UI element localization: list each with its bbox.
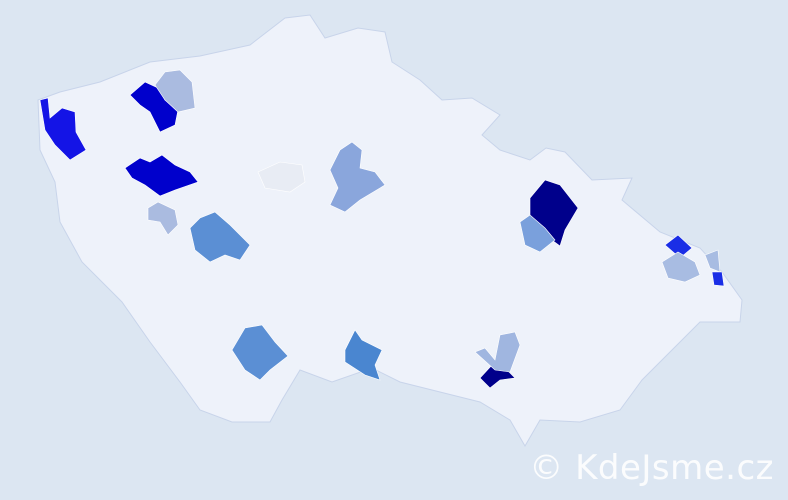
highlighted-districts — [39, 69, 725, 389]
country-outline — [37, 14, 743, 448]
district-r8 — [189, 211, 251, 263]
district-r9 — [231, 324, 289, 381]
district-r12 — [519, 214, 556, 253]
district-r5 — [257, 161, 306, 193]
district-r14 — [474, 331, 521, 373]
district-r7 — [147, 201, 179, 236]
district-r18 — [711, 271, 725, 287]
district-r1 — [39, 97, 87, 161]
district-r2 — [129, 81, 179, 133]
district-r6 — [329, 141, 386, 213]
watermark: © KdeJsme.cz — [529, 448, 774, 488]
district-r3 — [154, 69, 196, 113]
district-r4 — [124, 154, 199, 197]
district-r16 — [661, 251, 701, 283]
district-r10 — [344, 329, 383, 381]
